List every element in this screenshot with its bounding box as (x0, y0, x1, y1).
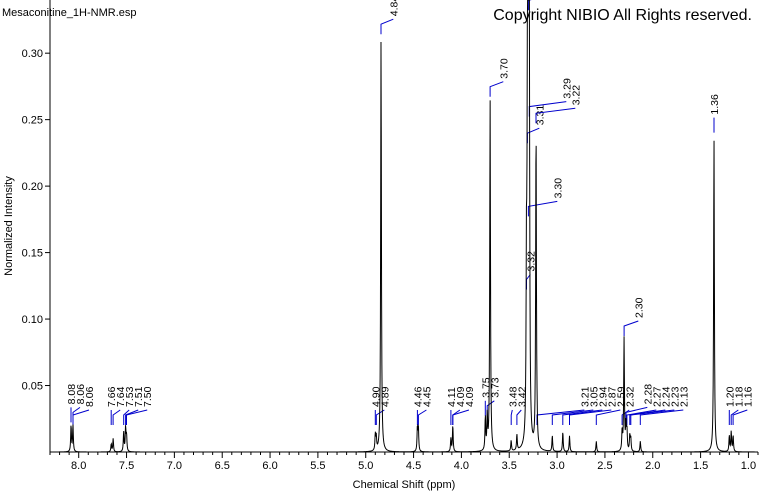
x-tick-label: 7.5 (119, 460, 134, 472)
x-tick-label: 1.5 (693, 460, 708, 472)
peak-leader-line (569, 409, 612, 425)
peak-label: 3.73 (489, 377, 501, 398)
peak-leader-line (489, 81, 504, 97)
peak-label: 8.06 (84, 386, 96, 407)
peak-leader-line (375, 409, 385, 425)
peak-label: 2.23 (669, 386, 681, 407)
x-tick-label: 5.5 (310, 460, 325, 472)
peak-leader-line (516, 409, 522, 425)
peak-label: 1.16 (742, 386, 754, 407)
peak-leader-line (452, 409, 461, 425)
peak-label: 4.11 (446, 387, 458, 407)
peak-label: 2.28 (642, 384, 654, 405)
y-tick-label: 0.05 (22, 381, 43, 393)
peak-label: 4.09 (455, 386, 467, 407)
x-axis-title: Chemical Shift (ppm) (353, 479, 456, 491)
peak-label: 3.31 (534, 105, 546, 126)
peak-leader-line (380, 18, 394, 35)
peak-leader-line (551, 409, 594, 425)
peak-label: 1.20 (724, 386, 736, 407)
x-tick-label: 2.0 (645, 460, 660, 472)
copyright-notice: Copyright NIBIO All Rights reserved. (493, 7, 752, 24)
x-tick-label: 8.0 (71, 460, 86, 472)
peak-label: 3.42 (516, 386, 528, 407)
peak-label: 4.09 (464, 386, 476, 407)
peak-label: 7.53 (124, 386, 136, 407)
peak-leader-line (626, 409, 657, 425)
y-tick-label: 0.30 (22, 48, 43, 60)
y-axis-title: Normalized Intensity (3, 176, 15, 276)
peak-label: 7.50 (142, 386, 154, 407)
peak-label: 3.22 (570, 85, 582, 106)
peak-leader-line (562, 409, 603, 425)
peak-label: 7.51 (133, 386, 145, 407)
peak-label: 1.36 (709, 94, 721, 115)
peak-label: 3.70 (498, 58, 510, 79)
peak-label: 2.24 (660, 386, 672, 407)
peak-label: 2.94 (597, 386, 609, 407)
peak-leader-line (417, 409, 427, 425)
peak-label: 2.27 (651, 386, 663, 407)
x-tick-label: 6.0 (262, 460, 277, 472)
peak-label: 3.21 (579, 386, 591, 407)
peak-leader-line (123, 409, 130, 425)
x-tick-label: 3.0 (549, 460, 564, 472)
peak-label: 7.64 (115, 386, 127, 407)
peak-label: 3.05 (588, 386, 600, 407)
x-tick-label: 1.0 (741, 460, 756, 472)
peak-label: 3.48 (507, 386, 519, 407)
peak-label: 4.84 (388, 0, 400, 16)
peak-label: 2.13 (678, 386, 690, 407)
peak-leader-line (595, 409, 621, 425)
y-axis-ticks: 0.05 0.10 0.15 0.20 0.25 0.30 (22, 48, 50, 393)
peak-label: 3.32 (525, 251, 537, 272)
peak-leader-line (639, 409, 684, 425)
peak-leader-line (72, 409, 90, 425)
x-tick-label: 2.5 (597, 460, 612, 472)
peak-label: 2.87 (606, 386, 618, 407)
peak-leader-line (527, 200, 558, 217)
peak-label: 4.90 (370, 386, 382, 407)
y-tick-label: 0.10 (22, 314, 43, 326)
peak-label: 4.46 (412, 386, 424, 407)
x-tick-label: 5.0 (358, 460, 373, 472)
peak-label: 2.30 (633, 297, 645, 318)
peak-leader-line (535, 107, 576, 124)
peak-leader-line (452, 409, 470, 425)
peak-label: 3.30 (552, 178, 564, 199)
y-tick-label: 0.15 (22, 248, 43, 260)
peak-leader-line (629, 409, 666, 425)
peak-label: 4.45 (421, 386, 433, 407)
peak-leader-line (112, 409, 121, 425)
x-tick-label: 4.0 (454, 460, 469, 472)
peak-label-layer: 8.088.068.06 7.667.647.537.517.50 4.904.89… (66, 0, 754, 425)
x-tick-label: 3.5 (502, 460, 517, 472)
peak-label: 8.06 (75, 384, 87, 405)
peak-leader-line (730, 409, 739, 425)
peak-label: 3.29 (561, 78, 573, 99)
peak-label: 1.18 (733, 386, 745, 407)
x-tick-label: 7.0 (167, 460, 182, 472)
y-tick-label: 0.20 (22, 181, 43, 193)
peak-label: 7.66 (106, 386, 118, 407)
peak-label: 2.32 (624, 386, 636, 407)
x-tick-label: 6.5 (215, 460, 230, 472)
y-tick-label: 0.25 (22, 115, 43, 127)
peak-leader-line (126, 409, 148, 425)
peak-leader-line (732, 409, 748, 425)
peak-leader-line (623, 320, 639, 336)
peak-label: 8.08 (66, 384, 78, 405)
peak-leader-line (621, 409, 630, 425)
peak-label: 4.89 (379, 386, 391, 407)
x-tick-label: 4.5 (406, 460, 421, 472)
x-axis-ticks: 8.0 7.5 7.0 6.5 6.0 5.5 5.0 4.5 4.0 3.5 3.0 2.5 2.0 1… (49, 452, 759, 472)
peak-leader-line (125, 409, 139, 425)
peak-leader-line (510, 409, 513, 425)
file-title: Mesaconitine_1H-NMR.esp (2, 7, 137, 19)
peak-leader-line (630, 409, 675, 425)
